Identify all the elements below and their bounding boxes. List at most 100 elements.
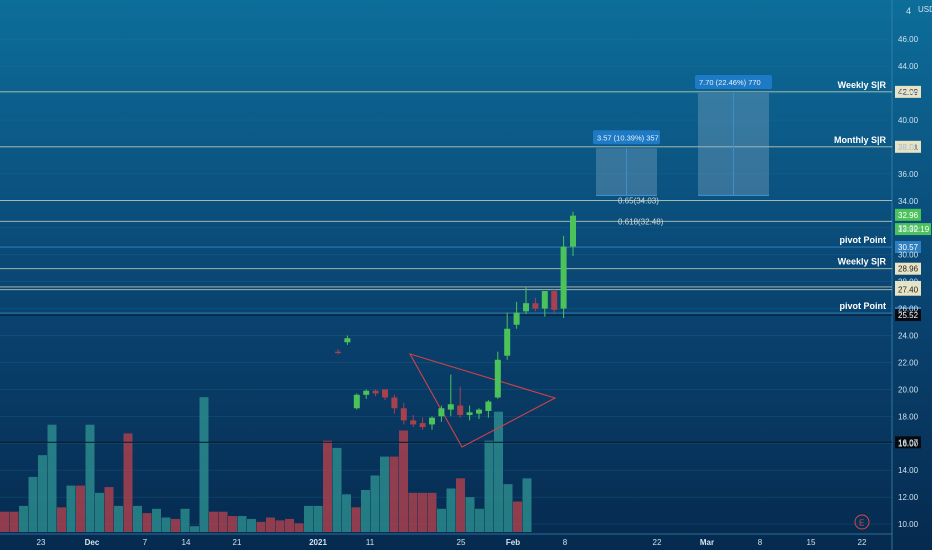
candle-body (335, 351, 341, 354)
earnings-label: E (859, 519, 864, 528)
x-tick-label: Mar (700, 538, 714, 547)
volume-bar (294, 523, 304, 532)
y-tick-label: 32.00 (898, 224, 919, 233)
volume-bar (503, 484, 513, 532)
volume-bar (285, 518, 294, 532)
volume-bar (133, 505, 142, 532)
price-tag: 27.40 (898, 286, 919, 295)
volume-bar (399, 430, 408, 532)
x-tick-label: 22 (858, 538, 867, 547)
candle-body (429, 417, 435, 425)
candle-body (400, 408, 407, 421)
fib-label: 0.65(34.03) (618, 196, 659, 205)
volume-bar (66, 485, 76, 532)
y-tick-label: 28.00 (898, 278, 919, 287)
volume-bar (28, 476, 38, 532)
candle-body (504, 328, 511, 356)
volume-bar (0, 511, 9, 532)
candle-body (523, 303, 529, 312)
candle-body (541, 291, 548, 309)
volume-bar (256, 521, 266, 532)
volume-bar (351, 507, 361, 532)
price-tag: 25.52 (898, 311, 919, 320)
y-tick-label: 24.00 (898, 332, 919, 341)
axis-4-label: 4 (906, 6, 911, 16)
y-tick-label: 14.00 (898, 466, 919, 475)
volume-bar (218, 511, 228, 532)
volume-bar (85, 424, 95, 532)
volume-bar (456, 478, 465, 532)
price-tag-bg (895, 241, 921, 254)
price-tag-bg (895, 436, 921, 449)
candle-body (344, 338, 351, 343)
volume-bar (209, 511, 218, 532)
y-tick-label: 34.00 (898, 197, 919, 206)
price-tag-bg (895, 208, 921, 221)
volume-bar (161, 517, 171, 532)
price-axis[interactable]: 10.00 12.00 14.00 16.00 18.00 20.00 22.00 24.00… (898, 35, 919, 529)
volume-bar (408, 492, 418, 532)
price-tag-bg (895, 223, 931, 236)
measure-label: 7.70 (22.46%) 770 (699, 78, 761, 87)
volume-bar (323, 440, 332, 532)
time-axis[interactable]: 23 Dec 7 14 21 2021 11 25 Feb 8 22 Mar 8 15 22 (0, 533, 892, 547)
volume-bar (38, 455, 47, 532)
level-label: Weekly S|R (838, 80, 887, 90)
candle-body (382, 389, 388, 398)
volume-bar (342, 494, 351, 532)
level-label: pivot Point (840, 235, 887, 245)
price-tag: 16.07 (898, 438, 919, 447)
volume-bar (418, 492, 427, 532)
volume-bar (484, 440, 494, 532)
measure-label-bg (695, 75, 772, 90)
y-tick-label: 18.00 (898, 412, 919, 421)
triangle-pattern (408, 353, 557, 448)
volume-bar (313, 505, 323, 532)
measurement-boxes: 3.57 (10.39%) 357 7.70 (22.46%) 770 (593, 75, 772, 197)
price-tag-bg (895, 85, 921, 98)
x-tick-label: 14 (182, 538, 191, 547)
x-tick-label: 8 (758, 538, 763, 547)
candle-body (372, 390, 379, 394)
volume-bar (237, 516, 247, 532)
candle-body (391, 397, 398, 409)
candle-body (457, 405, 464, 415)
price-tag: 42.09 (898, 88, 919, 97)
x-tick-label: Feb (506, 538, 520, 547)
candle-body (353, 394, 360, 409)
volume-bar (275, 520, 285, 532)
candle-body (447, 404, 454, 410)
volume-bar (228, 516, 237, 532)
candle-body (485, 401, 492, 411)
x-tick-label: Dec (85, 538, 100, 547)
candle-body (419, 423, 426, 428)
candle-body (466, 412, 473, 415)
candle-body (438, 408, 445, 417)
y-tick-label: 22.00 (898, 358, 919, 367)
earnings-icon[interactable] (854, 514, 870, 530)
y-tick-label: 44.00 (898, 62, 919, 71)
measure-label-bg (593, 130, 660, 145)
volume-bar (380, 456, 389, 532)
y-tick-label: 36.00 (898, 170, 919, 179)
x-tick-label: 7 (143, 538, 148, 547)
candle-body (532, 303, 539, 309)
candle-body (476, 409, 482, 414)
volume-bar (446, 488, 456, 532)
volume-bar (180, 508, 190, 532)
candle-body (570, 215, 576, 247)
y-tick-label: 40.00 (898, 116, 919, 125)
candle-body (560, 246, 567, 309)
volume-bar (47, 424, 57, 532)
volume-bar (171, 518, 180, 532)
volume-bar (522, 478, 532, 532)
fib-label: 0.618(32.48) (618, 217, 664, 226)
volume-bar (190, 526, 199, 532)
volume-bar (465, 497, 475, 532)
candle-body (513, 312, 520, 325)
current-price-tag: 13:32:19 (898, 225, 930, 234)
volume-bar (95, 492, 104, 532)
volume-bar (389, 456, 399, 532)
candle-body (410, 420, 417, 425)
